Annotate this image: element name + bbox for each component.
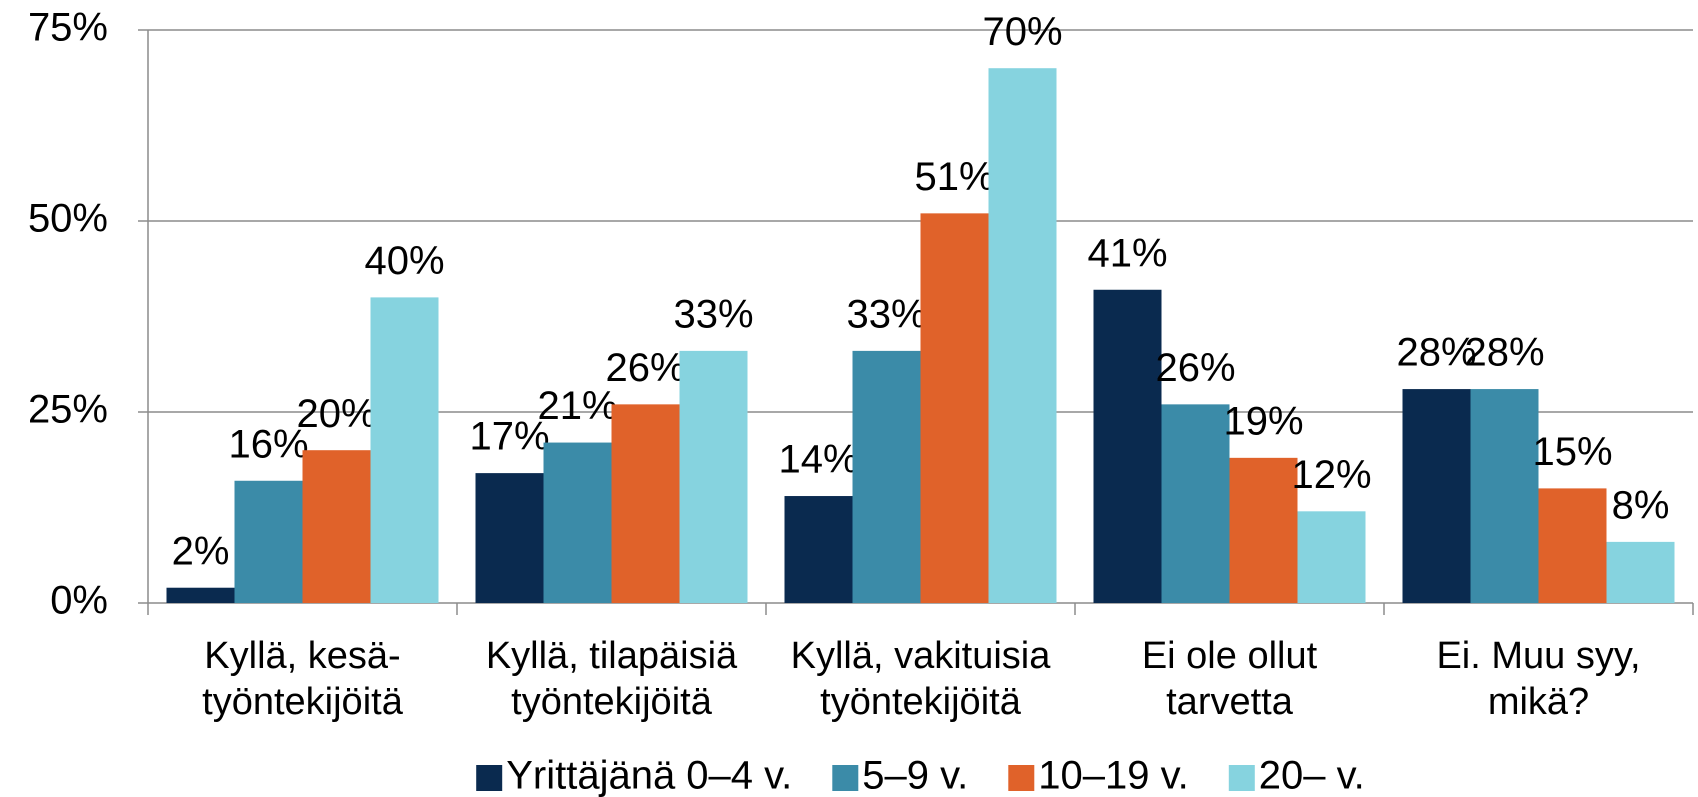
data-label: 16% [228,422,308,466]
bar [234,480,303,603]
data-label: 21% [537,384,617,428]
data-label: 26% [1155,346,1235,390]
bar [475,473,544,603]
x-tick-label: Kyllä, kesä- työntekijöitä [202,635,403,723]
bar [1606,541,1675,603]
bar [1093,289,1162,603]
x-tick-label: Kyllä, vakituisia työntekijöitä [790,635,1051,723]
legend-swatch [476,765,503,791]
bar [370,297,439,603]
legend-label: 5–9 v. [862,754,968,797]
bar [852,350,921,603]
data-label: 51% [914,155,994,199]
legend: Yrittäjänä 0–4 v. 5–9 v. 10–19 v. 20– v. [476,754,1365,797]
bar [302,450,371,603]
data-label: 40% [364,239,444,283]
bar [920,213,989,604]
data-label: 17% [469,415,549,459]
data-label: 70% [982,10,1062,54]
legend-swatch [1008,765,1035,791]
data-label: 15% [1532,430,1612,474]
bar [1470,389,1539,603]
x-tick-label: Ei. Muu syy, mikä? [1436,635,1641,723]
data-label: 8% [1612,483,1670,527]
y-tick-label: 25% [28,388,108,432]
data-label: 19% [1223,399,1303,443]
legend-swatch [832,765,859,791]
data-label: 41% [1087,231,1167,275]
bar [166,587,235,603]
y-tick-label: 50% [28,197,108,241]
legend-label: 10–19 v. [1038,754,1189,797]
bar [611,404,680,603]
bar [543,442,612,603]
data-label: 14% [778,438,858,482]
x-tick-label: Kyllä, tilapäisiä työntekijöitä [485,635,738,723]
y-tick-label: 75% [28,6,108,50]
bar [988,68,1057,603]
data-label: 2% [172,529,230,573]
y-tick-label: 0% [50,579,108,623]
legend-swatch [1228,765,1255,791]
legend-label: Yrittäjänä 0–4 v. [506,754,792,797]
x-tick-label: Ei ole ollut tarvetta [1141,635,1318,723]
bar [679,350,748,603]
data-label: 20% [296,392,376,436]
data-label: 12% [1291,453,1371,497]
legend-label: 20– v. [1259,754,1365,797]
data-label: 33% [846,292,926,336]
bar [784,496,853,603]
bar [1538,488,1607,603]
bar [1229,457,1298,603]
data-label: 28% [1464,331,1544,375]
data-label: 33% [673,292,753,336]
data-label: 28% [1396,331,1476,375]
bar [1297,511,1366,603]
data-label: 26% [605,346,685,390]
bar [1402,389,1471,603]
bar [1161,404,1230,603]
